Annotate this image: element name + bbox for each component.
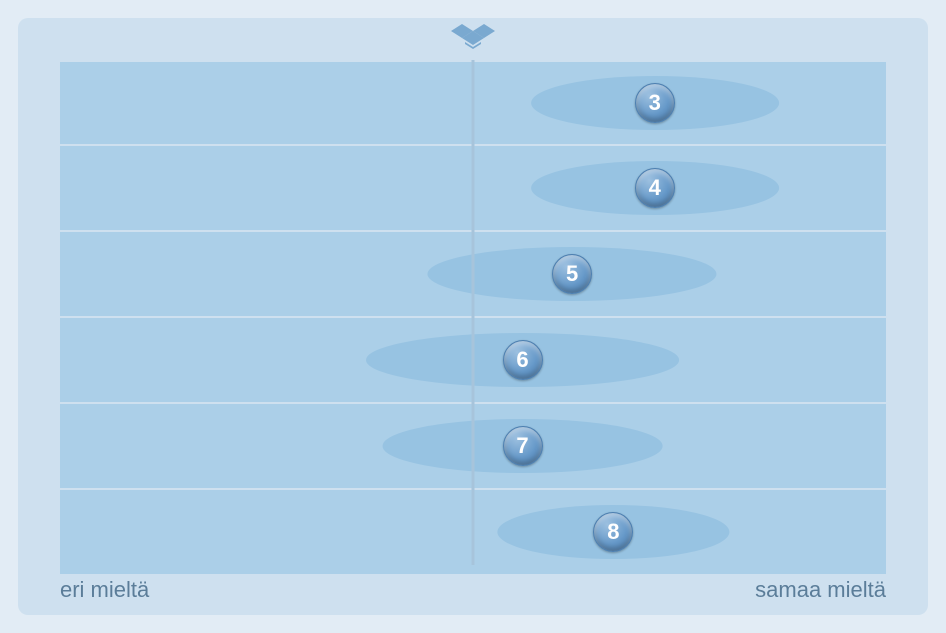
value-label: 5 [566,261,578,287]
dropbox-icon [451,24,495,59]
center-divider [472,60,475,565]
value-marker[interactable]: 8 [593,512,633,552]
axis-labels: eri mieltä samaa mieltä [60,577,886,603]
value-marker[interactable]: 3 [635,83,675,123]
value-label: 7 [516,433,528,459]
value-label: 6 [516,347,528,373]
value-label: 4 [649,175,661,201]
page-background: 3 4 5 6 7 8 eri mieltä samaa mieltä [0,0,946,633]
value-marker[interactable]: 7 [503,426,543,466]
value-label: 3 [649,90,661,116]
value-marker[interactable]: 4 [635,168,675,208]
value-marker[interactable]: 6 [503,340,543,380]
label-left: eri mieltä [60,577,149,603]
chart-panel: 3 4 5 6 7 8 eri mieltä samaa mieltä [18,18,928,615]
label-right: samaa mieltä [755,577,886,603]
value-marker[interactable]: 5 [552,254,592,294]
value-label: 8 [607,519,619,545]
